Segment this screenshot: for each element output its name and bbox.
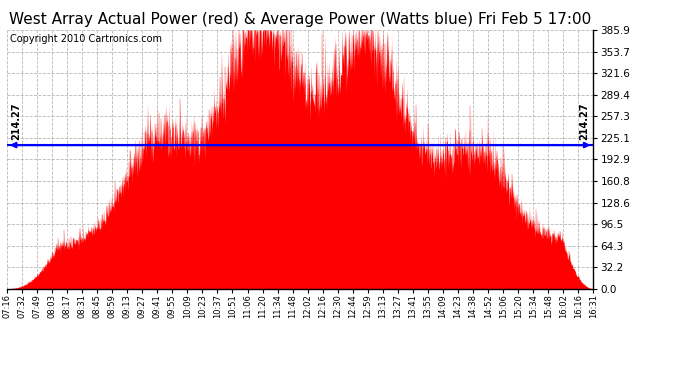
Text: 214.27: 214.27 [579,102,589,140]
Text: Copyright 2010 Cartronics.com: Copyright 2010 Cartronics.com [10,34,162,44]
Text: 214.27: 214.27 [12,102,21,140]
Title: West Array Actual Power (red) & Average Power (Watts blue) Fri Feb 5 17:00: West Array Actual Power (red) & Average … [9,12,591,27]
